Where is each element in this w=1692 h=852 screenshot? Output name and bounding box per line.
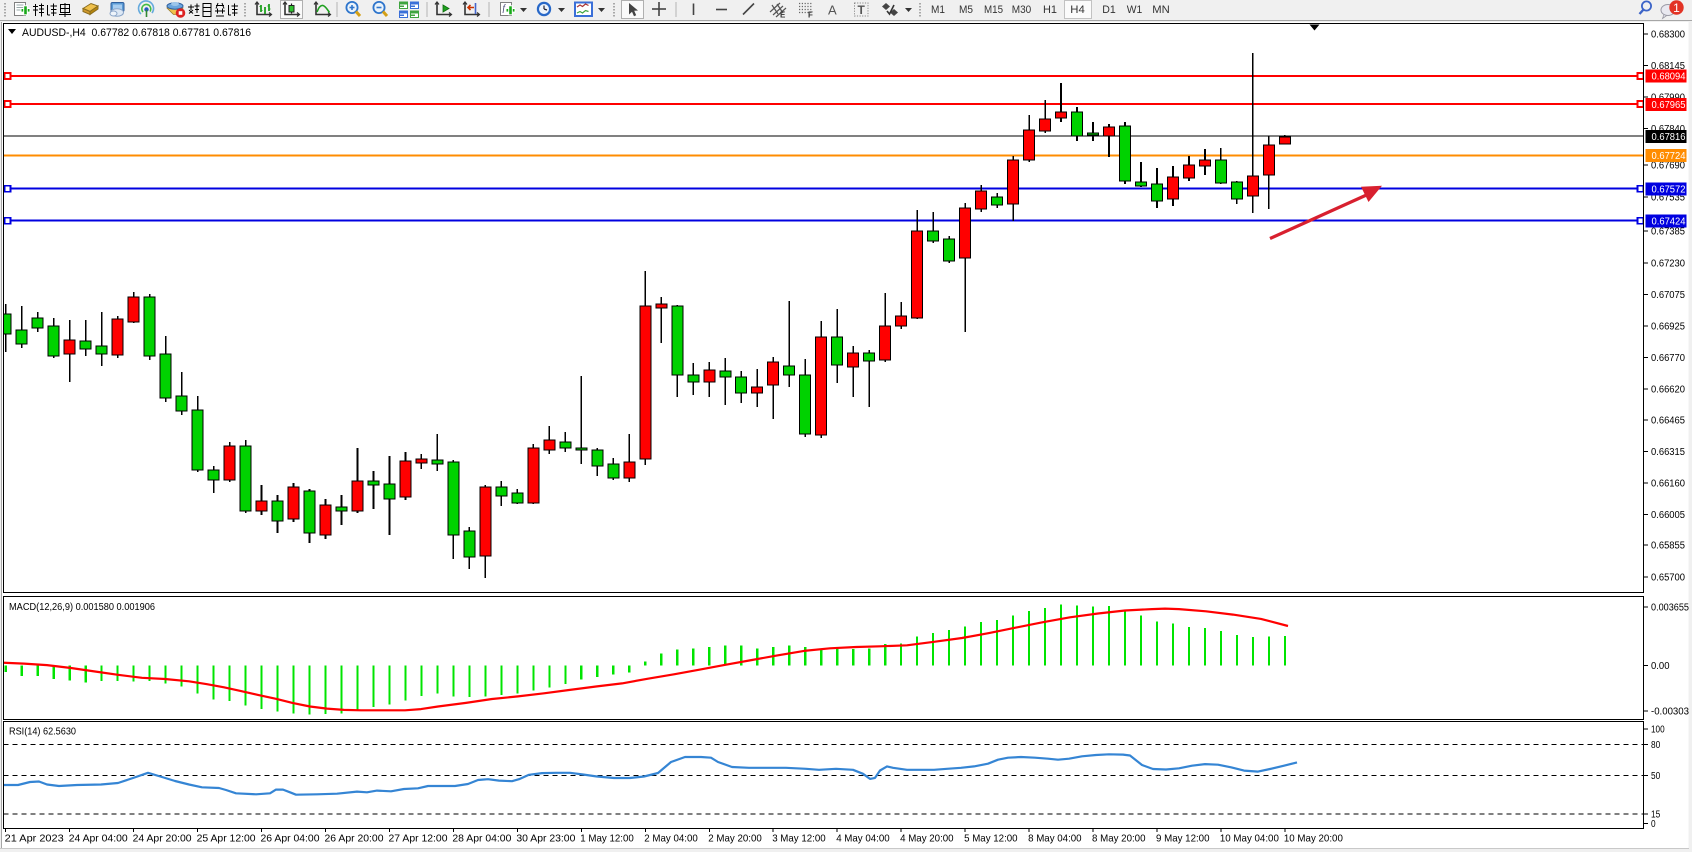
- svg-text:0.67965: 0.67965: [1652, 100, 1686, 111]
- svg-text:MN: MN: [1152, 4, 1170, 16]
- svg-text:M5: M5: [959, 4, 973, 16]
- svg-text:0.66005: 0.66005: [1651, 510, 1685, 521]
- svg-text:T: T: [858, 3, 866, 17]
- svg-text:f: f: [503, 3, 507, 13]
- svg-text:0.67424: 0.67424: [1652, 217, 1686, 228]
- svg-text:0.003655: 0.003655: [1651, 603, 1689, 614]
- svg-text:0.67816: 0.67816: [1652, 132, 1686, 143]
- svg-text:2 May 20:00: 2 May 20:00: [708, 833, 762, 845]
- svg-text:0.67724: 0.67724: [1652, 151, 1686, 162]
- svg-text:26 Apr 20:00: 26 Apr 20:00: [325, 833, 384, 845]
- svg-text:10 May 04:00: 10 May 04:00: [1220, 833, 1279, 845]
- svg-text:1 May 12:00: 1 May 12:00: [580, 833, 634, 845]
- svg-text:26 Apr 04:00: 26 Apr 04:00: [261, 833, 320, 845]
- svg-text:8 May 20:00: 8 May 20:00: [1092, 833, 1146, 845]
- svg-text:0: 0: [1651, 819, 1656, 830]
- svg-text:27 Apr 12:00: 27 Apr 12:00: [389, 833, 448, 845]
- svg-text:4 May 20:00: 4 May 20:00: [900, 833, 954, 845]
- svg-text:0.00: 0.00: [1651, 661, 1670, 672]
- svg-text:25 Apr 12:00: 25 Apr 12:00: [197, 833, 256, 845]
- svg-text:MACD(12,26,9) 0.001580 0.00190: MACD(12,26,9) 0.001580 0.001906: [9, 602, 155, 613]
- svg-text:0.67840: 0.67840: [1651, 124, 1685, 135]
- svg-text:9 May 12:00: 9 May 12:00: [1156, 833, 1210, 845]
- svg-text:0.67075: 0.67075: [1651, 290, 1685, 301]
- svg-text:0.67572: 0.67572: [1652, 185, 1686, 196]
- svg-text:3 May 12:00: 3 May 12:00: [772, 833, 826, 845]
- svg-text:100: 100: [1651, 725, 1665, 736]
- svg-text:M1: M1: [931, 4, 945, 16]
- svg-text:5 May 12:00: 5 May 12:00: [964, 833, 1018, 845]
- svg-text:80: 80: [1651, 740, 1661, 751]
- svg-text:0.65855: 0.65855: [1651, 541, 1685, 552]
- svg-text:2 May 04:00: 2 May 04:00: [644, 833, 698, 845]
- svg-text:0.67690: 0.67690: [1651, 161, 1685, 172]
- svg-text:D1: D1: [1102, 4, 1116, 16]
- svg-text:0.67230: 0.67230: [1651, 259, 1685, 270]
- svg-text:1: 1: [1673, 1, 1680, 15]
- svg-text:50: 50: [1651, 771, 1661, 782]
- svg-text:W1: W1: [1127, 4, 1143, 16]
- svg-text:8 May 04:00: 8 May 04:00: [1028, 833, 1082, 845]
- svg-text:30 Apr 23:00: 30 Apr 23:00: [516, 833, 575, 845]
- svg-text:AUDUSD-,H4 0.67782 0.67818 0.: AUDUSD-,H4 0.67782 0.67818 0.67781 0.678…: [22, 27, 251, 39]
- svg-text:H1: H1: [1043, 4, 1057, 16]
- svg-text:0.67385: 0.67385: [1651, 227, 1685, 238]
- svg-text:H4: H4: [1070, 4, 1085, 16]
- svg-text:0.66925: 0.66925: [1651, 322, 1685, 333]
- svg-text:0.67535: 0.67535: [1651, 193, 1685, 204]
- svg-text:A: A: [828, 3, 837, 18]
- svg-text:4 May 04:00: 4 May 04:00: [836, 833, 890, 845]
- svg-text:0.68145: 0.68145: [1651, 61, 1685, 72]
- svg-text:0.66620: 0.66620: [1651, 385, 1685, 396]
- svg-text:-0.00303: -0.00303: [1651, 707, 1689, 718]
- svg-text:F: F: [808, 11, 813, 20]
- svg-text:21 Apr 2023: 21 Apr 2023: [5, 833, 64, 845]
- svg-text:24 Apr 20:00: 24 Apr 20:00: [133, 833, 192, 845]
- svg-text:E: E: [780, 11, 786, 20]
- svg-text:M15: M15: [984, 4, 1003, 16]
- svg-text:0.68094: 0.68094: [1652, 72, 1686, 83]
- svg-text:15: 15: [1651, 810, 1661, 821]
- svg-text:10 May 20:00: 10 May 20:00: [1284, 833, 1343, 845]
- svg-text:0.68300: 0.68300: [1651, 30, 1685, 41]
- svg-text:0.66770: 0.66770: [1651, 353, 1685, 364]
- svg-text:0.66315: 0.66315: [1651, 447, 1685, 458]
- svg-text:28 Apr 04:00: 28 Apr 04:00: [452, 833, 511, 845]
- svg-text:M30: M30: [1012, 4, 1032, 16]
- svg-text:0.66160: 0.66160: [1651, 479, 1685, 490]
- svg-text:0.65700: 0.65700: [1651, 573, 1685, 584]
- svg-text:0.66465: 0.66465: [1651, 416, 1685, 427]
- svg-text:RSI(14) 62.5630: RSI(14) 62.5630: [9, 727, 76, 738]
- svg-text:24 Apr 04:00: 24 Apr 04:00: [69, 833, 128, 845]
